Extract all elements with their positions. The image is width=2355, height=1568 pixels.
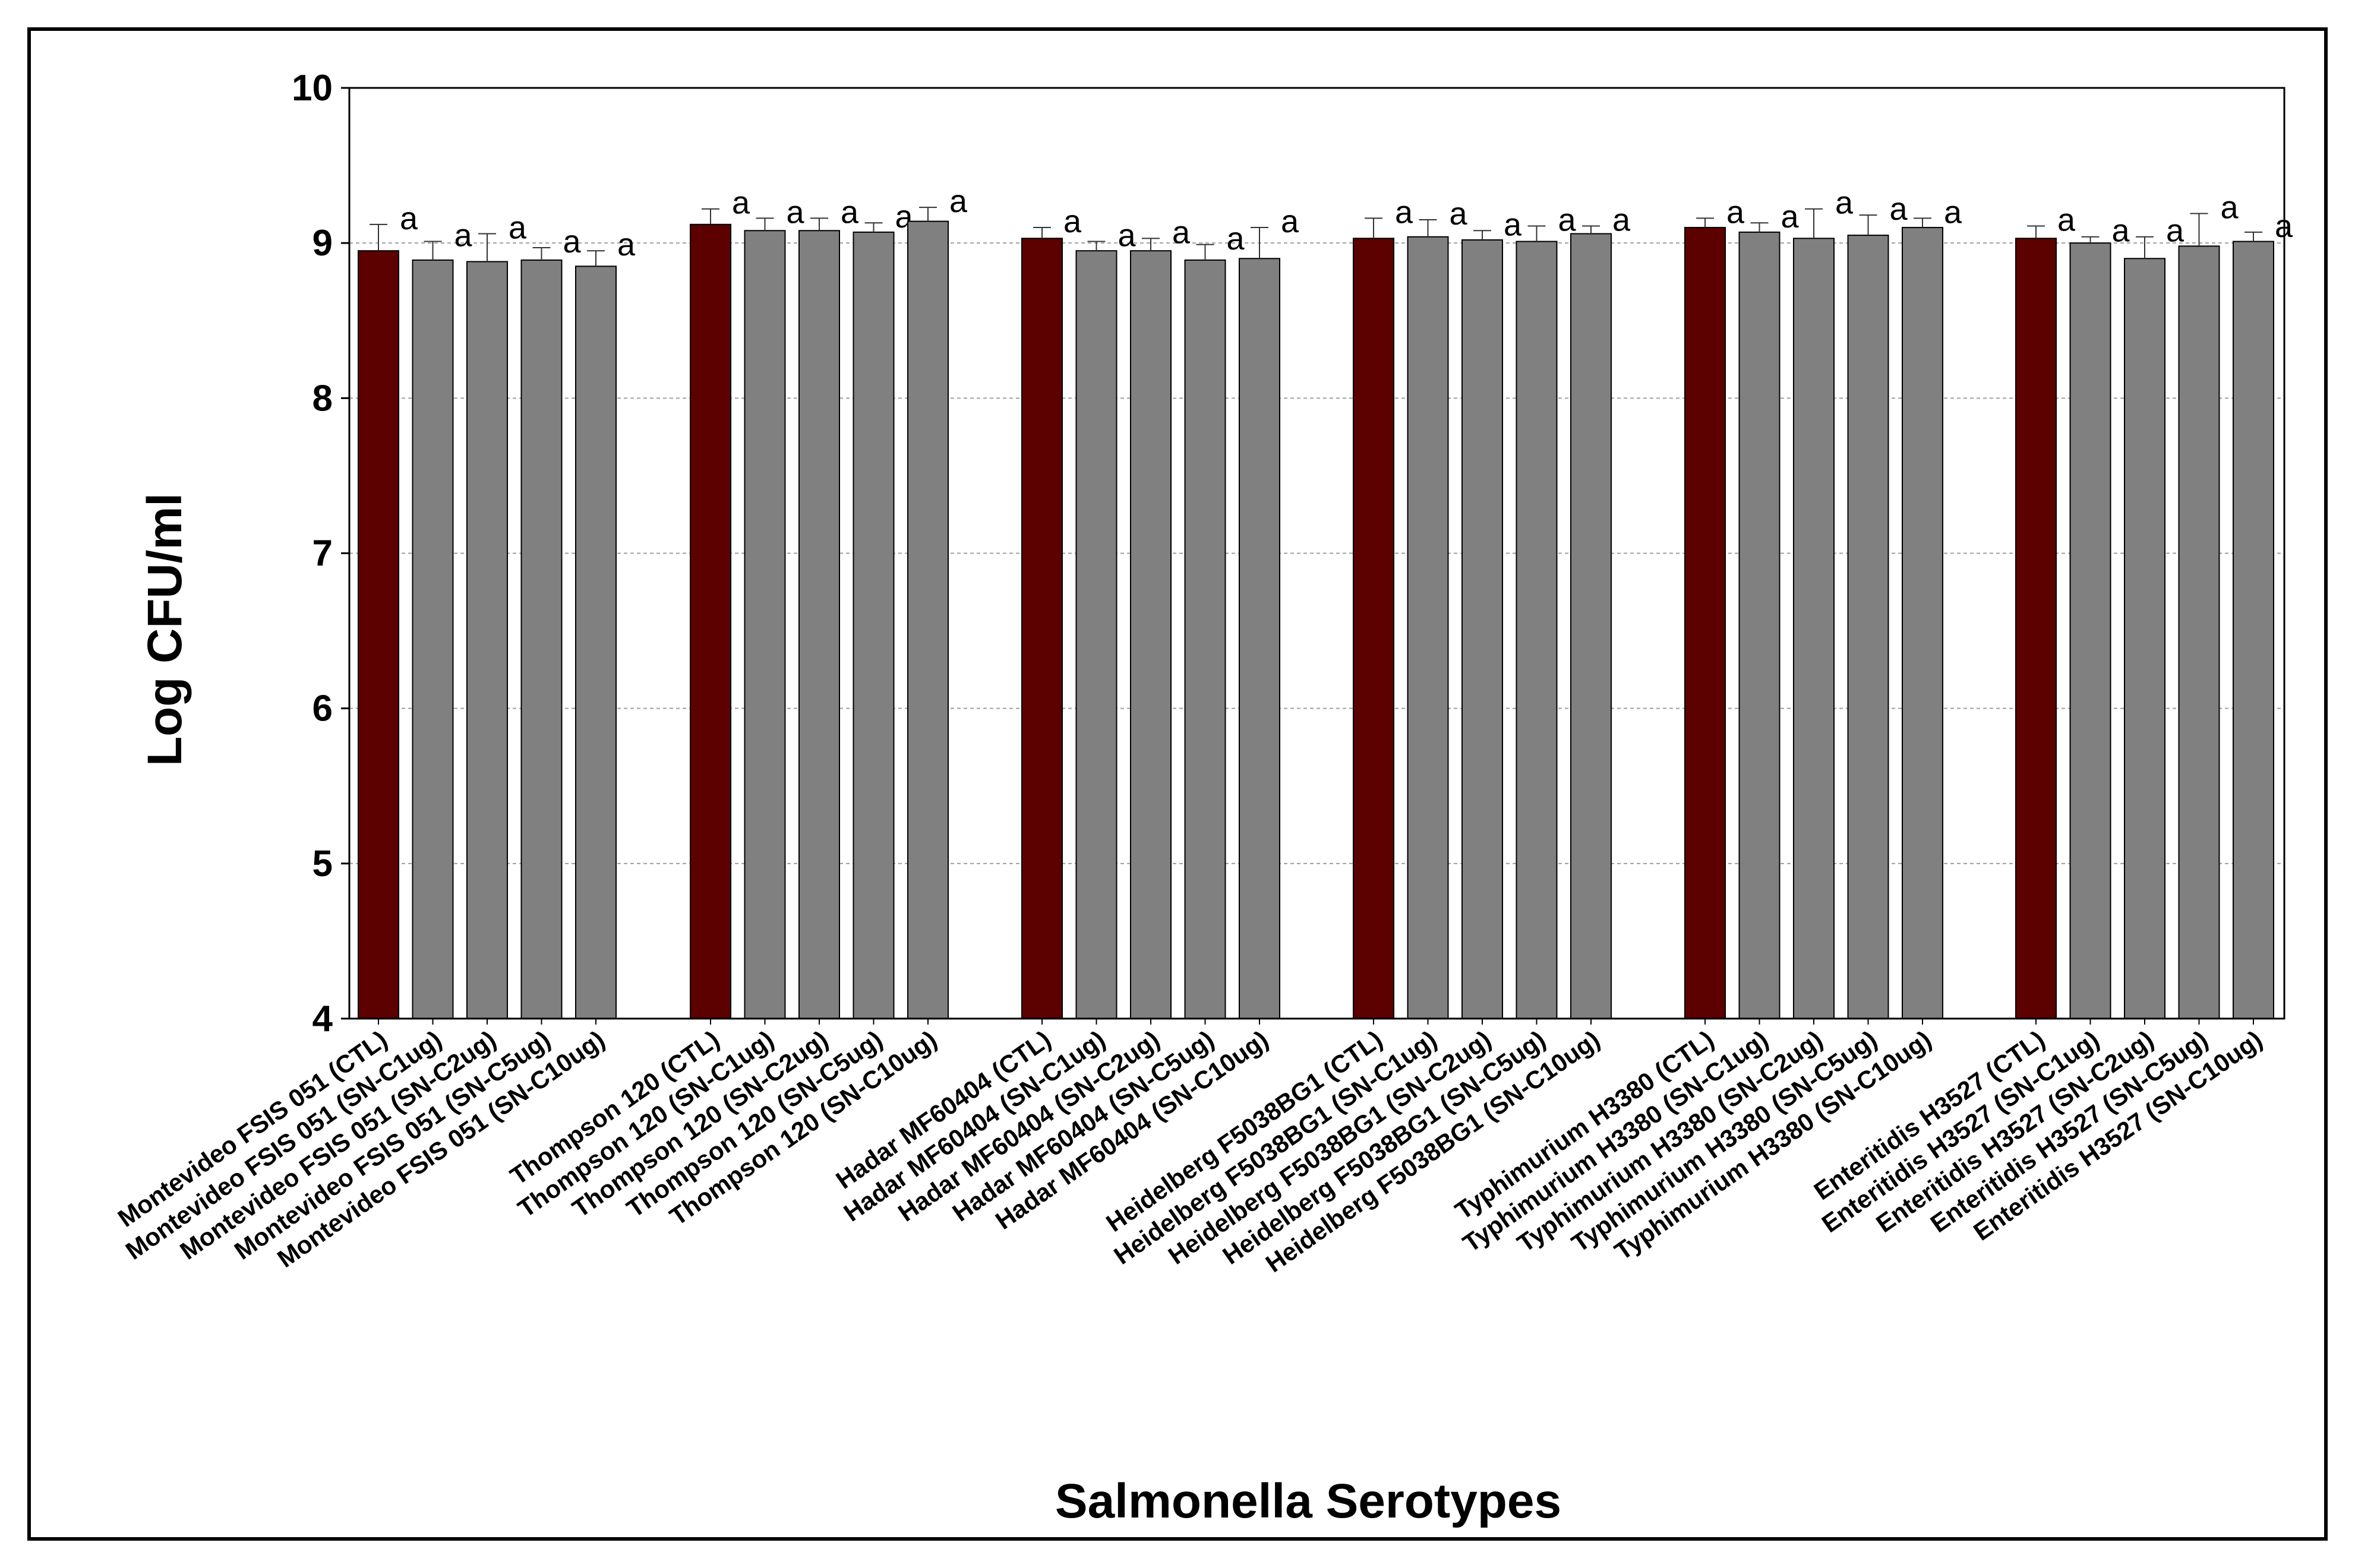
y-tick-label: 6 [312, 688, 333, 729]
significance-letter: a [1063, 204, 1082, 239]
y-tick-label: 7 [312, 533, 333, 574]
bar [1184, 259, 1226, 1019]
y-tick-label: 5 [312, 843, 333, 884]
y-axis-title: Log CFU/ml [138, 493, 192, 766]
bar [412, 259, 454, 1019]
bar [1130, 250, 1172, 1020]
significance-letter: a [454, 218, 473, 254]
significance-letter: a [1118, 218, 1137, 254]
bar [520, 259, 563, 1019]
bar [1902, 227, 1943, 1019]
significance-letter: a [949, 184, 968, 219]
bar [1075, 250, 1117, 1020]
significance-letter: a [1395, 194, 1413, 230]
significance-letter: a [1450, 196, 1468, 232]
bar [2233, 241, 2274, 1019]
bar [466, 261, 508, 1019]
significance-letter: a [2166, 213, 2184, 249]
bar [2069, 242, 2111, 1020]
significance-letter: a [2112, 213, 2130, 249]
bar [1684, 227, 1726, 1019]
bar [1021, 238, 1063, 1019]
bar [907, 220, 949, 1019]
bar [1461, 239, 1503, 1019]
gridlines [349, 242, 2284, 864]
significance-letter: a [617, 227, 636, 263]
x-axis-title: Salmonella Serotypes [1055, 1474, 1561, 1528]
bar [1570, 233, 1612, 1019]
y-axis-ticks: 4 5 6 7 8 9 10 [292, 68, 349, 1039]
x-axis-category-labels: Montevideo FSIS 051 (CTL)Montevideo FSIS… [113, 1019, 2267, 1278]
significance-letter: a [1172, 214, 1191, 250]
significance-letter: a [841, 194, 859, 230]
bar [1516, 241, 1558, 1019]
significance-letter: a [2057, 202, 2076, 238]
bar [1407, 236, 1449, 1020]
bar [853, 231, 895, 1019]
significance-letter: a [732, 185, 750, 221]
significance-letter: a [1558, 202, 1577, 238]
significance-letter: a [1612, 202, 1631, 238]
significance-letter: a [787, 194, 805, 230]
bar [358, 250, 399, 1020]
bars: a a a a aa a a a aa a a a a a a a a a a a a a a a a aaa [358, 184, 2293, 1020]
bar [1793, 238, 1835, 1019]
significance-letter: a [1944, 194, 1962, 230]
significance-letter: a [1281, 204, 1299, 239]
significance-letter: a [1781, 199, 1800, 235]
bar [744, 230, 786, 1020]
significance-letter: a [1227, 221, 1245, 257]
y-tick-label: 9 [312, 223, 333, 264]
bar [690, 223, 731, 1019]
figure-frame [27, 27, 2328, 1541]
bar [2015, 238, 2057, 1019]
bar [2124, 258, 2165, 1019]
y-tick-label: 4 [312, 998, 333, 1039]
bar [798, 230, 840, 1020]
bar [1353, 238, 1394, 1019]
significance-letter: a [1835, 185, 1854, 221]
bar [1239, 258, 1280, 1019]
significance-letter: a [509, 210, 527, 245]
significance-letter: a [1726, 194, 1745, 230]
y-tick-label: 8 [312, 378, 333, 419]
significance-letter: a [400, 201, 418, 236]
significance-letter: a [563, 224, 582, 260]
bar [575, 265, 617, 1019]
bar [1738, 231, 1781, 1019]
bar [2178, 245, 2220, 1019]
significance-letter: a [1504, 207, 1522, 242]
significance-letter: a [2221, 190, 2239, 226]
significance-letter: a [1890, 191, 1908, 227]
bar [1847, 235, 1889, 1020]
y-tick-label: 10 [292, 68, 333, 109]
